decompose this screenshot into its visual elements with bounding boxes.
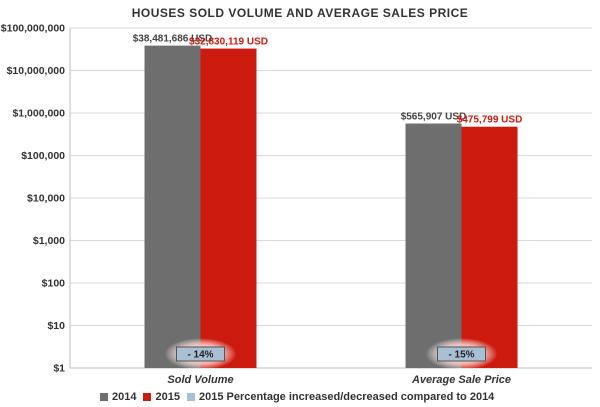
y-tick-label: $100 (42, 278, 66, 290)
legend-swatch-2014 (100, 393, 108, 401)
y-tick-label: $10,000,000 (7, 65, 66, 77)
bar (144, 45, 201, 368)
y-tick-label: $1,000,000 (12, 108, 65, 120)
x-category-label: Average Sale Price (411, 374, 511, 386)
bar-data-label: $565,907 USD (401, 112, 467, 123)
percentage-badge-label: - 14% (187, 350, 213, 361)
bar-data-label: $475,799 USD (457, 115, 523, 126)
legend-swatch-percentage (186, 393, 195, 401)
y-tick-label: $10 (47, 320, 65, 332)
legend-item-percentage: 2015 Percentage increased/decreased comp… (186, 391, 495, 403)
percentage-badge-label: - 15% (448, 350, 474, 361)
legend: 2014 2015 2015 Percentage increased/decr… (100, 390, 501, 404)
bar (405, 123, 462, 368)
y-tick-label: $100,000,000 (1, 23, 65, 35)
bar-data-label: $32,830,119 USD (189, 37, 268, 48)
legend-item-2014: 2014 (100, 391, 136, 403)
y-tick-label: $1,000 (33, 235, 65, 247)
y-tick-label: $1 (53, 363, 65, 375)
legend-label-2014: 2014 (112, 391, 137, 403)
legend-label-percentage: 2015 Percentage increased/decreased comp… (198, 391, 495, 403)
y-tick-label: $10,000 (27, 193, 65, 205)
legend-label-2015: 2015 (155, 391, 180, 403)
bar (200, 48, 257, 369)
bar (461, 126, 518, 368)
percentage-badge (437, 346, 486, 362)
legend-item-2015: 2015 (143, 391, 180, 403)
legend-swatch-2015 (143, 393, 152, 401)
bar-data-label: $38,481,686 USD (133, 34, 213, 45)
percentage-badge (176, 346, 225, 362)
y-tick-label: $100,000 (21, 150, 65, 162)
chart-title: HOUSES SOLD VOLUME AND AVERAGE SALES PRI… (131, 6, 469, 20)
x-category-label: Sold Volume (167, 374, 233, 386)
